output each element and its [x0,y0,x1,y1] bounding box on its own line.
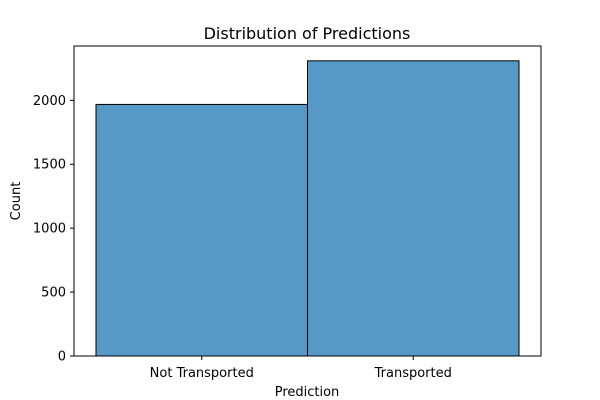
y-tick-label: 1000 [33,222,66,237]
plot-area: Not Transported Transported 0 500 1000 1500 2… [33,45,542,381]
y-ticks-layer: 0 500 1000 1500 2000 [33,94,74,365]
x-ticks-layer: Not Transported Transported [150,356,452,381]
x-tick-label: Transported [374,366,452,381]
x-tick-label: Not Transported [150,366,254,381]
y-tick-label: 2000 [33,94,66,109]
y-tick-label: 0 [58,350,66,365]
chart-title: Distribution of Predictions [204,24,411,43]
y-tick-label: 1500 [33,158,66,173]
bar-1 [95,103,308,357]
y-axis-label: Count [9,182,24,221]
y-tick-label: 500 [41,286,66,301]
x-axis-label: Prediction [275,385,340,400]
bars-layer [95,60,520,357]
bar-2 [307,60,520,357]
